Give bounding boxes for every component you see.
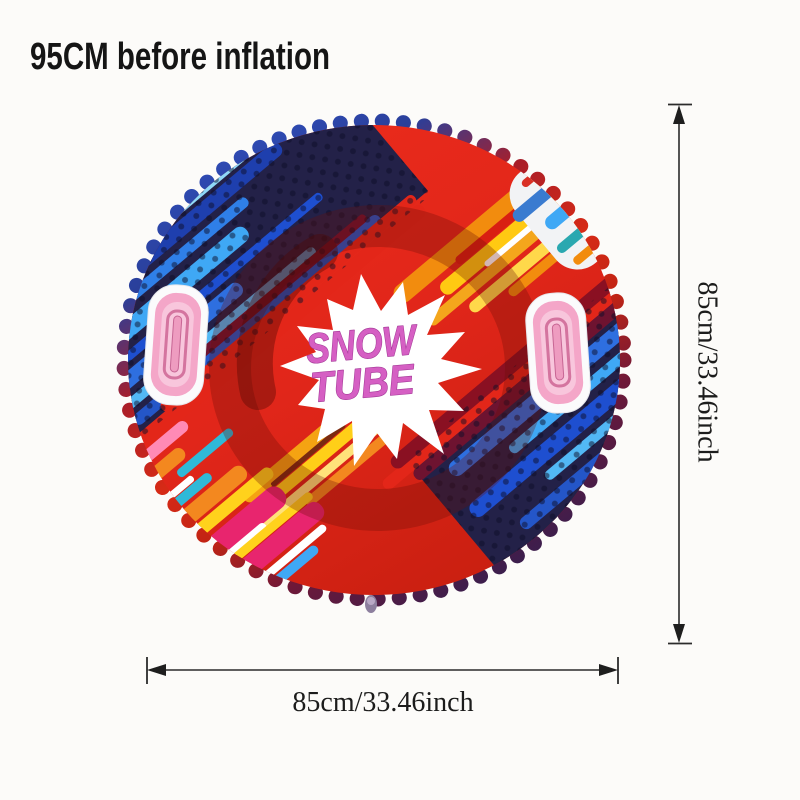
width-dimension-label: 85cm/33.46inch xyxy=(292,687,473,718)
tube-hole-shading xyxy=(209,205,547,531)
logo-text-snow: SNOW xyxy=(304,316,420,373)
double-arrow-horizontal-icon xyxy=(146,657,619,684)
logo-text: SNOW TUBE xyxy=(303,315,421,412)
logo-text-tube: TUBE xyxy=(308,355,417,411)
tube-hole-shadow xyxy=(236,234,338,410)
height-dimension: 85cm/33.46inch xyxy=(668,103,723,645)
double-arrow-vertical-icon xyxy=(668,103,692,645)
logo-starburst xyxy=(280,274,482,466)
air-valve xyxy=(365,595,377,613)
height-dimension-label: 85cm/33.46inch xyxy=(692,281,723,462)
snow-tube: SNOW TUBE xyxy=(116,113,632,613)
left-handle xyxy=(143,284,209,406)
width-dimension: 85cm/33.46inch xyxy=(146,657,619,718)
page-title: 95CM before inflation xyxy=(30,36,330,78)
right-handle xyxy=(525,292,591,414)
